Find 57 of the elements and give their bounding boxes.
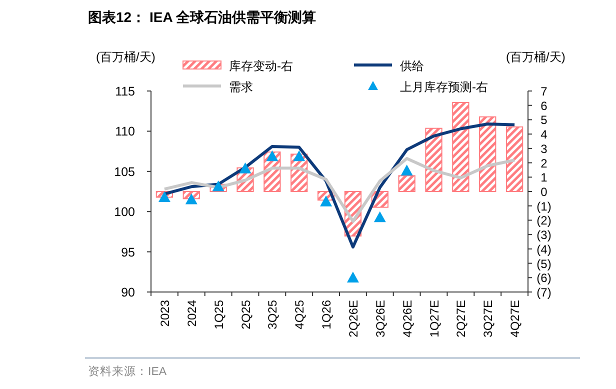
bar	[479, 116, 496, 192]
y2-tick-label: 6	[540, 98, 548, 113]
y-tick-label: 115	[115, 84, 136, 98]
bar	[398, 175, 416, 192]
y2-tick-label: 7	[540, 84, 548, 98]
point	[239, 162, 252, 174]
y-axis-title: (百万桶/天)	[96, 50, 156, 64]
x-tick-label: 2Q27E	[454, 300, 468, 338]
y2-tick-label: (6)	[536, 271, 552, 286]
point	[185, 193, 198, 204]
x-tick-label: 1Q27E	[427, 300, 442, 338]
x-tick-label: 4Q27E	[508, 300, 522, 338]
x-tick-label: 1Q25	[212, 300, 226, 330]
x-tick-label: 2Q26E	[346, 300, 360, 338]
bar	[452, 102, 470, 192]
x-tick-label: 2023	[158, 300, 172, 327]
y-tick-label: 90	[121, 286, 136, 300]
y2-tick-label: 5	[540, 113, 548, 128]
y-tick-label: 110	[115, 124, 136, 139]
y2-tick-label: 3	[540, 142, 548, 156]
y2-tick-label: 0	[540, 185, 548, 199]
y2-tick-label: 1	[540, 170, 548, 185]
point	[374, 211, 386, 222]
x-tick-label: 2Q25	[238, 300, 253, 330]
legend-label: 上月库存预测-右	[400, 80, 488, 94]
legend-label: 需求	[229, 80, 253, 94]
y2-tick-label: (2)	[536, 214, 552, 228]
x-tick-label: 3Q27E	[481, 300, 496, 338]
point	[158, 191, 170, 202]
y2-tick-label: (3)	[536, 228, 552, 242]
x-tick-label: 3Q26E	[373, 300, 388, 338]
legend-label: 供给	[400, 59, 424, 73]
point	[400, 164, 413, 176]
y2-tick-label: 4	[540, 128, 548, 142]
y2-axis-title: (百万桶/天)	[506, 50, 566, 64]
point	[266, 150, 278, 162]
legend-label: 库存变动-右	[229, 59, 293, 73]
y-tick-label: 105	[114, 164, 136, 179]
x-tick-label: 4Q25	[292, 300, 307, 330]
bar	[506, 126, 524, 192]
point	[212, 180, 224, 192]
y2-tick-label: 2	[540, 156, 548, 170]
x-tick-label: 2024	[184, 300, 199, 327]
chart-title: 图表12： IEA 全球石油供需平衡测算	[88, 9, 316, 25]
x-tick-label: 3Q25	[266, 300, 280, 330]
y-tick-label: 95	[121, 245, 136, 260]
y2-tick-label: (4)	[536, 242, 552, 256]
x-tick-label: 1Q26	[320, 300, 334, 330]
y-tick-label: 100	[114, 205, 136, 220]
text: 资料来源：IEA	[88, 365, 167, 378]
x-tick-label: 4Q26E	[400, 300, 414, 338]
y2-tick-label: (1)	[536, 199, 552, 214]
y2-tick-label: (7)	[536, 286, 552, 300]
point	[293, 150, 306, 162]
y2-tick-label: (5)	[536, 256, 552, 271]
point	[346, 272, 359, 282]
point	[320, 196, 332, 206]
